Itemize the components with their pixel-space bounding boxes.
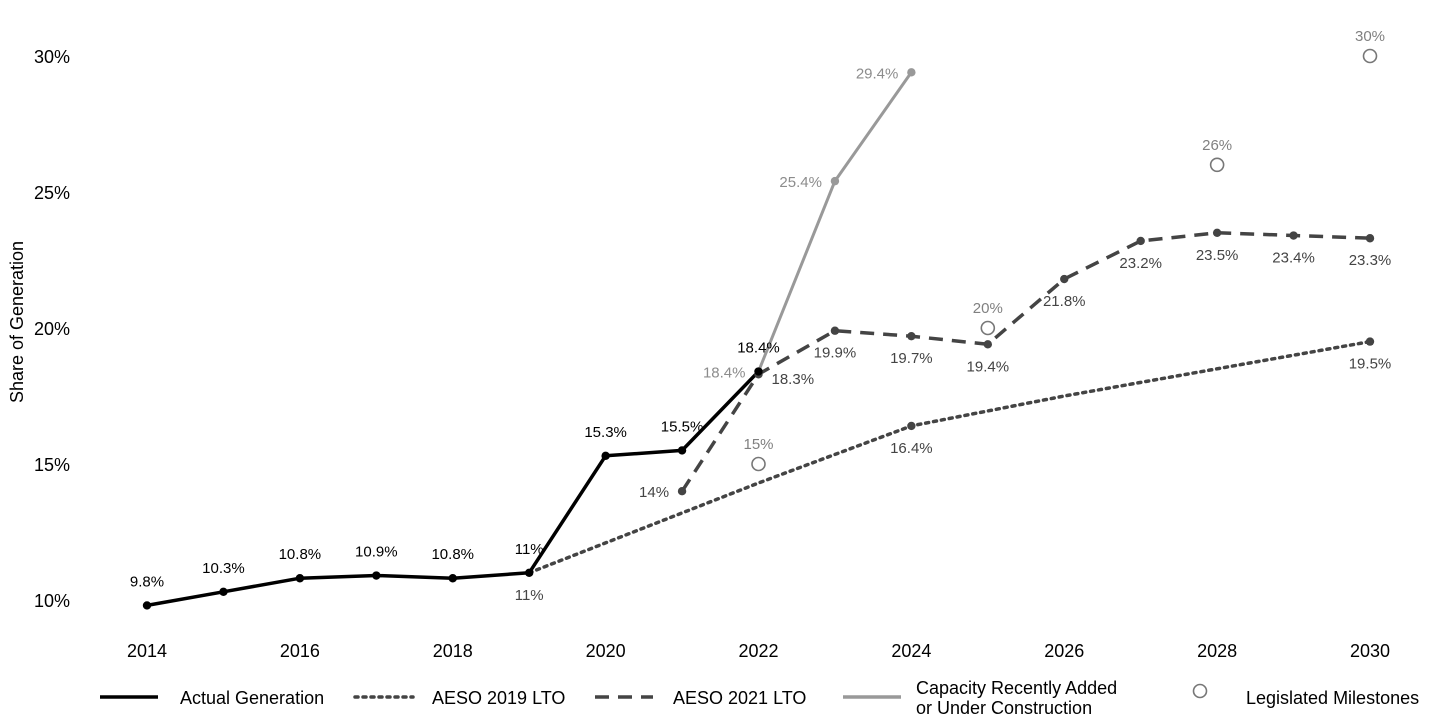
x-tick-label: 2026: [1044, 641, 1084, 661]
actual-generation-point: [448, 574, 457, 583]
legend-label: AESO 2019 LTO: [432, 688, 565, 708]
aeso-2021-lto-point: [677, 487, 687, 496]
legend-aeso-2021-lto: AESO 2021 LTO: [595, 688, 806, 708]
legislated-milestones-marker: [751, 456, 766, 472]
y-tick-label: 15%: [34, 455, 70, 475]
y-tick-label: 10%: [34, 591, 70, 611]
actual-generation-data-label: 15.5%: [661, 418, 704, 435]
legislated-milestones-data-label: 30%: [1355, 28, 1385, 45]
x-tick-label: 2022: [738, 641, 778, 661]
actual-generation-data-label: 10.3%: [202, 560, 245, 577]
y-axis-label: Share of Generation: [7, 241, 27, 403]
legislated-milestones-marker: [1209, 157, 1225, 173]
aeso-2021-lto-data-label: 21.8%: [1043, 293, 1086, 310]
aeso-2021-lto-data-label: 18.3%: [772, 371, 815, 388]
legend-label: Legislated Milestones: [1246, 688, 1419, 708]
aeso-2021-lto-point: [1136, 236, 1145, 246]
legend-label: Actual Generation: [180, 688, 324, 708]
legend-legislated-milestones: Legislated Milestones: [1192, 683, 1419, 708]
y-axis-ticks: 10% 15% 20% 25% 30%: [34, 47, 70, 611]
aeso-2021-lto-data-label: 19.9%: [814, 345, 857, 362]
x-tick-label: 2018: [433, 641, 473, 661]
actual-generation-data-label: 10.8%: [279, 546, 322, 563]
aeso-2021-lto-data-label: 23.5%: [1196, 247, 1239, 264]
aeso-2019-lto-data-label: 16.4%: [890, 440, 933, 457]
actual-generation-point: [677, 446, 687, 455]
y-tick-label: 30%: [34, 47, 70, 67]
y-tick-label: 25%: [34, 183, 70, 203]
actual-generation-point: [142, 601, 152, 610]
x-tick-label: 2016: [280, 641, 320, 661]
legend-label: Capacity Recently Added: [916, 678, 1117, 698]
data-labels: 11% 16.4% 19.5% 14% 18.3% 19.9% 19.7% 19.4% 21.8…: [130, 28, 1391, 604]
capacity-recently-added-or-under-construction-data-label: 25.4%: [779, 174, 822, 191]
x-tick-label: 2014: [127, 641, 167, 661]
aeso-2021-lto-data-label: 23.3%: [1349, 252, 1392, 269]
actual-generation-data-label: 9.8%: [130, 573, 164, 590]
legend: Actual Generation AESO 2019 LTO AESO 2021 …: [100, 678, 1419, 718]
aeso-2021-lto-point: [1212, 228, 1222, 237]
y-tick-label: 20%: [34, 319, 70, 339]
aeso-2019-lto-line: [527, 339, 1372, 575]
aeso-2021-lto-data-label: 23.2%: [1119, 255, 1162, 272]
aeso-2019-lto-point: [907, 421, 916, 431]
capacity-recently-added-or-under-construction-data-label: 18.4%: [703, 365, 746, 382]
legend-aeso-2019-lto: AESO 2019 LTO: [353, 688, 565, 708]
x-tick-label: 2020: [586, 641, 626, 661]
actual-generation-point: [754, 367, 763, 376]
aeso-2021-lto-data-label: 19.4%: [967, 358, 1010, 375]
legislated-milestones-data-label: 15%: [743, 436, 773, 453]
aeso-2021-lto-point: [1365, 234, 1375, 243]
legislated-milestones-data-label: 26%: [1202, 137, 1232, 154]
actual-generation-point: [524, 568, 534, 577]
actual-generation-data-label: 18.4%: [737, 340, 780, 357]
legislated-milestones-marker: [1362, 48, 1378, 64]
actual-generation-point: [601, 451, 610, 461]
y-axis-title: Share of Generation: [7, 241, 27, 403]
actual-generation-data-label: 10.8%: [431, 546, 474, 563]
aeso-2021-lto-data-label: 14%: [639, 484, 669, 501]
legend-label: or Under Construction: [916, 698, 1092, 718]
actual-generation-point: [219, 587, 228, 597]
actual-generation-data-label: 15.3%: [584, 424, 627, 441]
x-tick-label: 2024: [891, 641, 931, 661]
aeso-2019-lto-point: [1365, 337, 1375, 346]
series-markers: [142, 48, 1378, 610]
aeso-2021-lto-data-label: 23.4%: [1272, 250, 1315, 267]
aeso-2021-lto-point: [983, 340, 993, 349]
legend-swatch: [1192, 683, 1208, 699]
x-axis-ticks: 2014 2016 2018 2020 2022 2024 2026 2028 2030: [127, 641, 1390, 661]
legend-actual-generation: Actual Generation: [100, 688, 324, 708]
capacity-recently-added-or-under-construction-point: [907, 68, 916, 77]
aeso-2019-lto-data-label: 11%: [515, 587, 544, 604]
legend-label: AESO 2021 LTO: [673, 688, 806, 708]
capacity-recently-added-or-under-construction-data-label: 29.4%: [856, 65, 899, 82]
aeso-2021-lto-point: [1289, 231, 1298, 240]
actual-generation-data-label: 11%: [515, 541, 544, 558]
legislated-milestones-marker: [980, 320, 996, 336]
aeso-2019-lto-data-label: 19.5%: [1349, 356, 1392, 373]
aeso-2021-lto-point: [830, 326, 840, 335]
aeso-2021-lto-point: [1060, 274, 1069, 284]
aeso-2021-lto-point: [907, 331, 916, 341]
x-tick-label: 2028: [1197, 641, 1237, 661]
legislated-milestones-data-label: 20%: [973, 300, 1003, 317]
capacity-recently-added-or-under-construction-point: [830, 176, 840, 186]
aeso-2021-lto-data-label: 19.7%: [890, 350, 933, 367]
actual-generation-data-label: 10.9%: [355, 544, 398, 561]
aeso-2021-lto-line: [680, 231, 1371, 493]
x-tick-label: 2030: [1350, 641, 1390, 661]
actual-generation-point: [372, 571, 381, 580]
actual-generation-point: [295, 574, 305, 583]
